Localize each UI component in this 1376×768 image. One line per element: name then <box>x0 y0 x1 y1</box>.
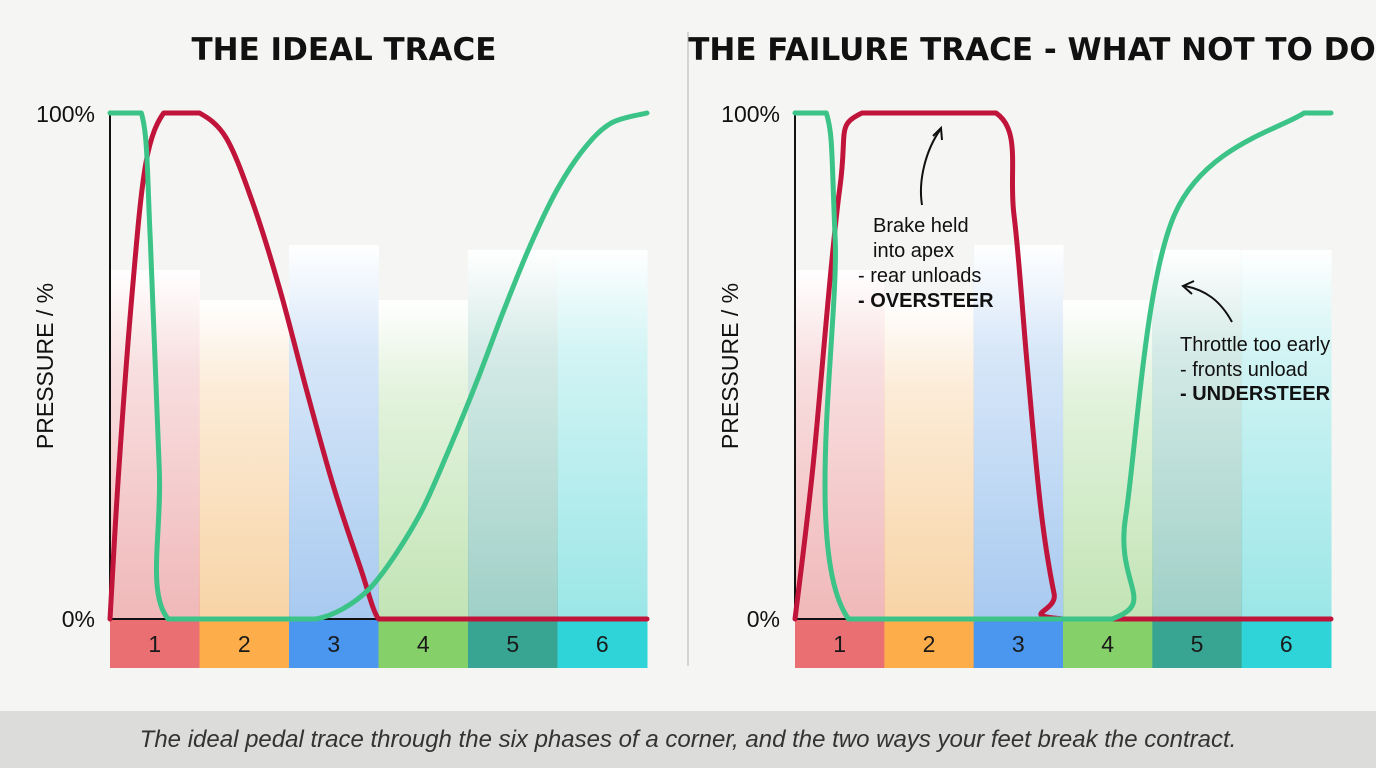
annotation-emphasis: - OVERSTEER <box>858 290 994 312</box>
phase-bands <box>110 245 648 619</box>
phase-block <box>1241 620 1332 668</box>
failure-trace-panel: THE FAILURE TRACE - WHAT NOT TO DO 1 2 3 4 5… <box>688 32 1376 668</box>
caption-bar: The ideal pedal trace through the six ph… <box>0 711 1376 768</box>
annotation-line: Brake held <box>873 215 969 237</box>
phase-label: 4 <box>417 631 430 657</box>
phase-label: 4 <box>1101 631 1114 657</box>
y-tick-100: 100% <box>36 101 95 127</box>
series-group <box>107 110 650 622</box>
phase-bands <box>795 245 1332 619</box>
phase-block <box>884 620 975 668</box>
throttle-trace-line <box>792 110 1334 622</box>
phase-block <box>378 620 469 668</box>
phase-band-fade <box>1241 250 1332 619</box>
phase-label: 3 <box>327 631 340 657</box>
phase-band-fade <box>557 250 648 619</box>
phase-block <box>110 620 200 668</box>
annotation-line: Throttle too early <box>1180 334 1330 356</box>
phase-label: 5 <box>506 631 519 657</box>
phase-label: 5 <box>1191 631 1204 657</box>
phase-block <box>289 620 379 668</box>
annotation-arrow <box>920 129 941 206</box>
phase-label: 2 <box>238 631 251 657</box>
phase-label: 1 <box>148 631 161 657</box>
panel-title: THE FAILURE TRACE - WHAT NOT TO DO <box>688 32 1376 68</box>
phase-block <box>795 620 885 668</box>
annotation-line: into apex <box>873 240 954 262</box>
throttle-trace-line <box>107 110 650 622</box>
phase-label: 1 <box>833 631 846 657</box>
arrowhead-icon <box>932 125 943 141</box>
phase-band-fade <box>199 300 290 619</box>
series-group <box>792 110 1334 622</box>
phase-strip: 1 2 3 4 5 6 <box>110 620 648 668</box>
y-axis-label: PRESSURE / % <box>32 283 58 449</box>
phase-band-fade <box>289 245 379 619</box>
phase-block <box>1152 620 1243 668</box>
y-tick-100: 100% <box>721 101 780 127</box>
phase-band-fade <box>1063 300 1153 619</box>
phase-block <box>557 620 648 668</box>
y-axis-label: PRESSURE / % <box>717 283 743 449</box>
phase-strip: 1 2 3 4 5 6 <box>795 620 1332 668</box>
phase-band-fade <box>378 300 469 619</box>
understeer-annotation: Throttle too early - fronts unload - UND… <box>1180 280 1331 405</box>
panel-title: THE IDEAL TRACE <box>192 32 497 68</box>
phase-block <box>973 620 1064 668</box>
arrowhead-icon <box>1181 280 1195 295</box>
phase-block <box>1063 620 1153 668</box>
brake-trace-line <box>107 110 650 622</box>
phase-label: 2 <box>923 631 936 657</box>
phase-label: 3 <box>1012 631 1025 657</box>
y-tick-0: 0% <box>62 606 95 632</box>
figure-caption: The ideal pedal trace through the six ph… <box>139 725 1237 753</box>
phase-label: 6 <box>1280 631 1293 657</box>
phase-band-fade <box>1152 250 1243 619</box>
phase-band-fade <box>795 270 885 619</box>
oversteer-annotation: Brake held into apex - rear unloads - OV… <box>858 125 994 312</box>
annotation-line: - rear unloads <box>858 265 981 287</box>
annotation-line: - fronts unload <box>1180 359 1308 381</box>
phase-band-fade <box>884 300 975 619</box>
ideal-trace-panel: THE IDEAL TRACE 1 2 3 4 5 6 100% 0% PRESSURE … <box>32 32 650 668</box>
phase-band-fade <box>468 250 558 619</box>
phase-block <box>468 620 558 668</box>
y-tick-0: 0% <box>747 606 780 632</box>
phase-block <box>199 620 290 668</box>
annotation-emphasis: - UNDERSTEER <box>1180 383 1331 405</box>
phase-label: 6 <box>596 631 609 657</box>
annotation-arrow <box>1184 285 1233 323</box>
brake-trace-line <box>792 110 1334 622</box>
